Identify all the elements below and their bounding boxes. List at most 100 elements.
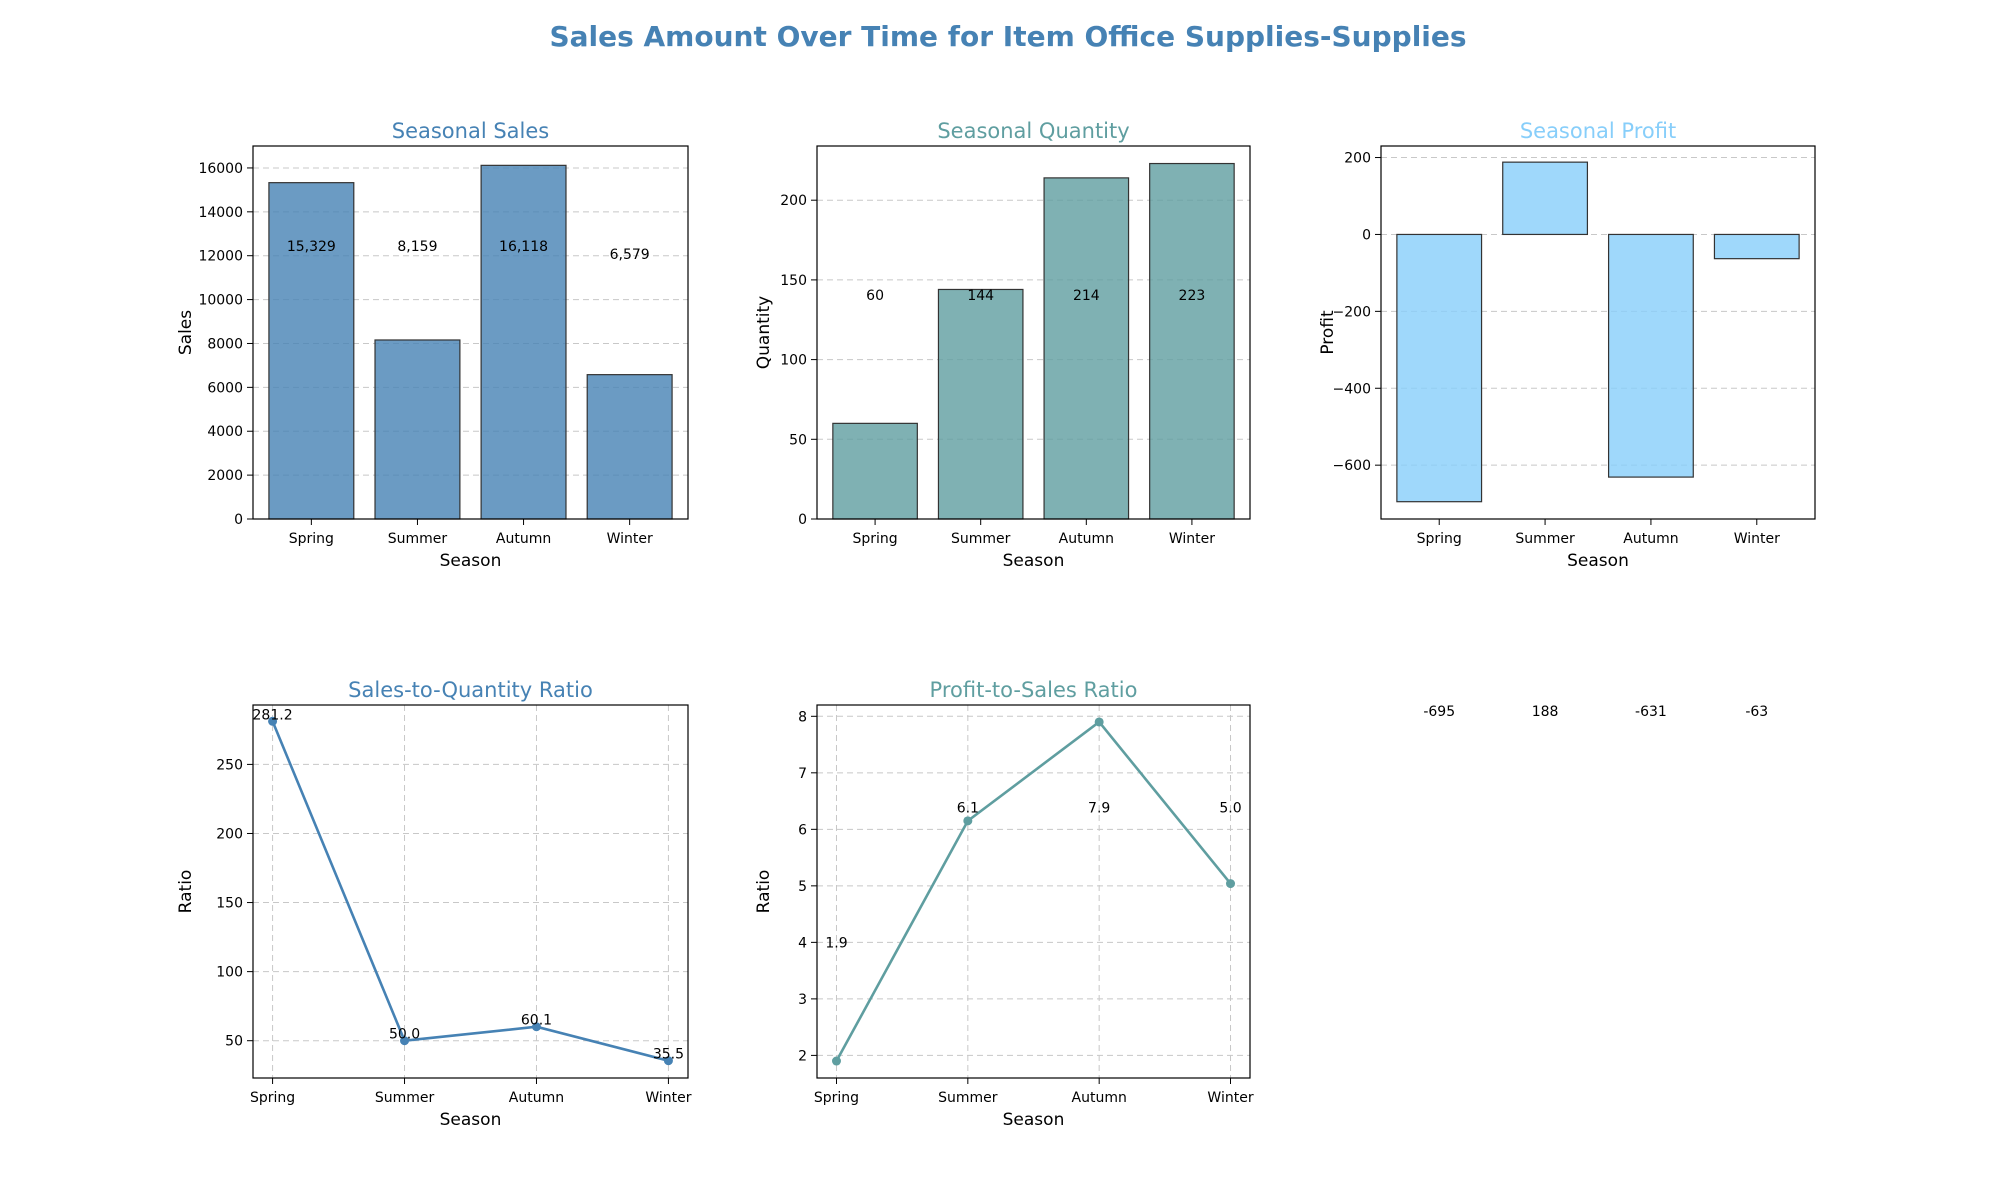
chart-title: Sales-to-Quantity Ratio <box>348 678 593 702</box>
bar-summer <box>1502 161 1589 236</box>
y-tick-label: 250 <box>216 757 243 773</box>
data-label-spring: 1.9 <box>825 935 847 951</box>
y-tick-label: 2000 <box>207 468 243 484</box>
x-tick-label: Autumn <box>1059 531 1114 547</box>
x-tick-label: Spring <box>852 531 897 547</box>
data-label-summer: 188 <box>1532 704 1559 720</box>
data-label-winter: 223 <box>1179 288 1206 304</box>
data-label-winter: 35.5 <box>653 1047 684 1063</box>
data-label-autumn: 214 <box>1073 288 1100 304</box>
y-tick-label: 50 <box>225 1034 243 1050</box>
chart-title: Seasonal Sales <box>392 119 550 143</box>
bar-summer <box>937 288 1024 520</box>
y-tick-label: −400 <box>1333 381 1371 397</box>
point-winter <box>1226 879 1236 889</box>
data-label-summer: 50.0 <box>389 1027 420 1043</box>
x-axis-label: Season <box>1003 551 1065 571</box>
point-winter <box>663 1056 673 1066</box>
chart-seasonal-profit: −600 −400 −200 0 200 Spring Summer Autumn Winter… <box>1318 119 1816 720</box>
x-tick-label: Winter <box>1734 531 1780 547</box>
x-tick-label: Autumn <box>1072 1090 1127 1106</box>
y-tick-label: 4 <box>798 935 807 951</box>
y-tick-label: 200 <box>216 826 243 842</box>
y-tick-label: 8 <box>798 709 807 725</box>
x-axis-label: Season <box>440 1110 502 1130</box>
bar-winter <box>1149 162 1235 520</box>
x-axis-label: Season <box>1567 551 1629 571</box>
series-line <box>271 720 669 1062</box>
point-spring <box>831 1056 841 1066</box>
y-tick-label: 12000 <box>198 249 243 265</box>
data-label-autumn: 16,118 <box>499 239 548 255</box>
x-axis-label: Season <box>440 551 502 571</box>
chart-title: Seasonal Profit <box>1520 119 1676 143</box>
data-label-winter: 5.0 <box>1219 800 1241 816</box>
bar-summer <box>374 339 461 520</box>
point-spring <box>268 716 278 726</box>
y-tick-label: 7 <box>798 766 807 782</box>
point-summer <box>963 816 973 826</box>
data-label-autumn: 60.1 <box>521 1013 552 1029</box>
y-tick-label: 150 <box>780 273 807 289</box>
y-tick-label: 0 <box>798 512 807 528</box>
data-label-spring: 60 <box>866 288 884 304</box>
y-tick-label: 100 <box>216 965 243 981</box>
chart-sales-quantity-ratio: 50 100 150 200 250 Spring Summer Autumn Winter Sa… <box>176 678 692 1130</box>
data-label-spring: -695 <box>1423 704 1455 720</box>
x-tick-label: Winter <box>607 531 653 547</box>
y-tick-label: 8000 <box>207 336 243 352</box>
bar-winter <box>1713 233 1800 260</box>
bar-spring <box>1396 233 1483 503</box>
y-axis-label: Sales <box>176 310 196 355</box>
chart-title: Profit-to-Sales Ratio <box>930 678 1138 702</box>
y-tick-label: 6 <box>798 822 807 838</box>
point-autumn <box>1094 717 1104 727</box>
y-axis-label: Profit <box>1318 310 1338 355</box>
x-tick-label: Summer <box>938 1090 998 1106</box>
data-label-summer: 144 <box>967 288 994 304</box>
y-axis-label: Ratio <box>176 870 196 914</box>
data-label-summer: 8,159 <box>397 239 437 255</box>
y-tick-label: 200 <box>1344 151 1371 167</box>
y-tick-label: 14000 <box>198 205 243 221</box>
point-autumn <box>531 1022 541 1032</box>
y-tick-label: 10000 <box>198 293 243 309</box>
y-tick-label: −200 <box>1333 304 1371 320</box>
y-tick-label: 4000 <box>207 424 243 440</box>
x-tick-label: Summer <box>1515 531 1575 547</box>
x-tick-label: Summer <box>388 531 448 547</box>
y-tick-label: 6000 <box>207 380 243 396</box>
y-tick-label: 0 <box>234 512 243 528</box>
y-axis-label: Quantity <box>754 296 774 369</box>
data-label-autumn: -631 <box>1635 704 1667 720</box>
x-axis-label: Season <box>1003 1110 1065 1130</box>
x-tick-label: Summer <box>951 531 1011 547</box>
x-tick-label: Spring <box>250 1090 295 1106</box>
y-tick-label: 100 <box>780 353 807 369</box>
bar-autumn <box>1043 177 1130 520</box>
y-tick-label: 150 <box>216 896 243 912</box>
y-tick-label: 50 <box>789 432 807 448</box>
y-tick-label: 3 <box>798 992 807 1008</box>
chart-profit-sales-ratio: 2 3 4 5 6 7 8 Spring Summer Autumn Winter Profit-to… <box>754 678 1254 1130</box>
x-tick-label: Winter <box>1169 531 1215 547</box>
data-label-summer: 6.1 <box>957 800 979 816</box>
series-line <box>835 720 1232 1062</box>
y-tick-label: 2 <box>798 1048 807 1064</box>
x-tick-label: Spring <box>1417 531 1462 547</box>
figure-title: Sales Amount Over Time for Item Office S… <box>549 20 1466 53</box>
x-tick-label: Autumn <box>1623 531 1678 547</box>
bar-winter <box>586 374 673 520</box>
axes-frame <box>816 704 1251 1079</box>
data-label-winter: -63 <box>1745 704 1768 720</box>
data-label-spring: 15,329 <box>287 239 336 255</box>
bar-spring <box>832 422 918 520</box>
y-tick-label: −600 <box>1333 458 1371 474</box>
x-tick-label: Winter <box>645 1090 691 1106</box>
data-label-spring: 281.2 <box>253 707 293 723</box>
x-tick-label: Winter <box>1207 1090 1253 1106</box>
y-tick-label: 200 <box>780 193 807 209</box>
x-tick-label: Spring <box>814 1090 859 1106</box>
x-tick-label: Autumn <box>496 531 551 547</box>
